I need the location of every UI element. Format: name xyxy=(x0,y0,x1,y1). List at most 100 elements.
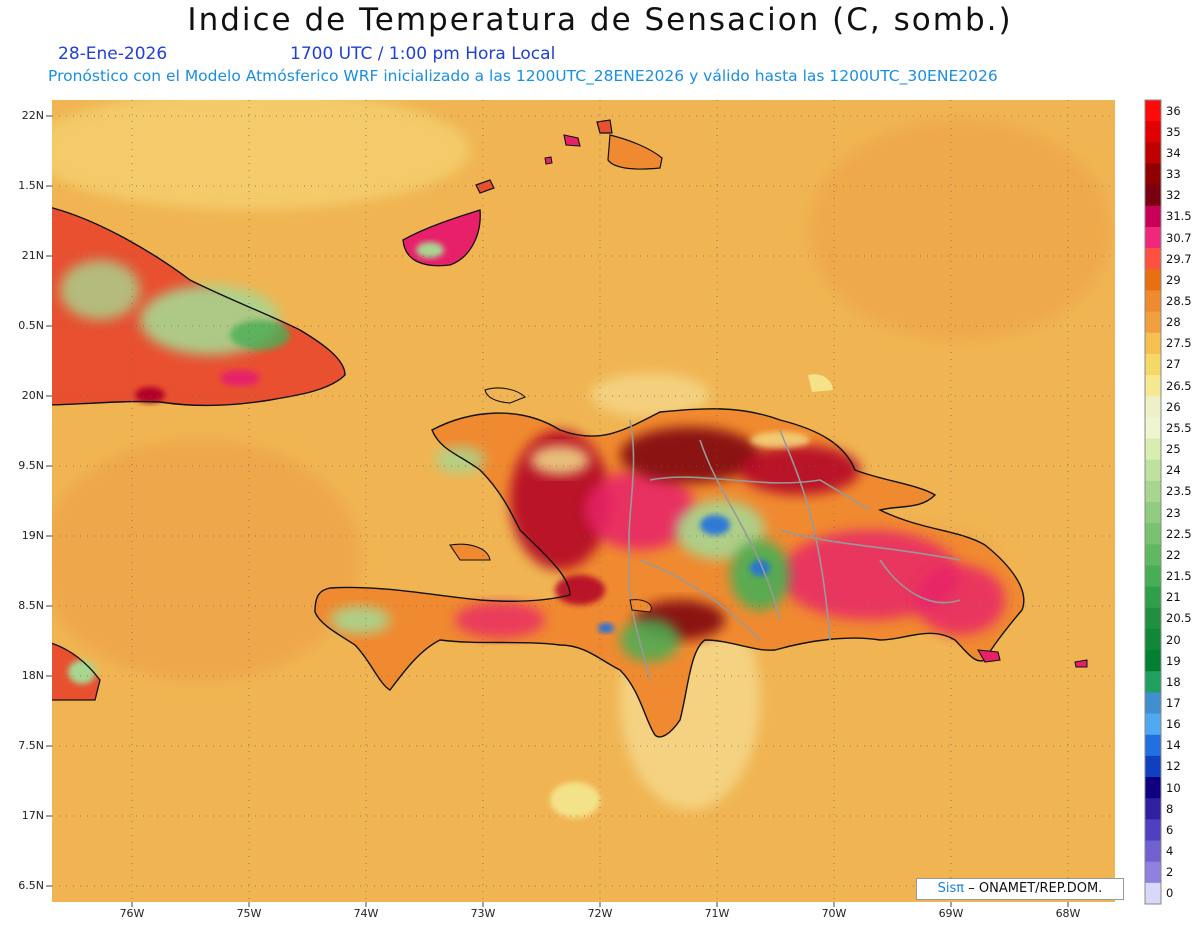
colorbar-label: 20 xyxy=(1166,632,1181,647)
colorbar xyxy=(1144,99,1162,905)
colorbar-label: 33 xyxy=(1166,167,1181,182)
colorbar-swatch xyxy=(1145,226,1161,249)
graticule xyxy=(52,100,1115,902)
credit-box: Sisπ – ONAMET/REP.DOM. xyxy=(916,878,1124,900)
colorbar-swatch xyxy=(1145,713,1161,736)
colorbar-label: 0 xyxy=(1166,886,1174,901)
lon-label: 71W xyxy=(704,907,730,920)
colorbar-swatch xyxy=(1145,628,1161,651)
colorbar-label: 29.7 xyxy=(1166,251,1192,266)
colorbar-swatch xyxy=(1145,332,1161,355)
colorbar-label: 6 xyxy=(1166,822,1174,837)
colorbar-label: 10 xyxy=(1166,780,1181,795)
colorbar-label: 21.5 xyxy=(1166,569,1192,584)
lon-label: 75W xyxy=(236,907,262,920)
colorbar-swatch xyxy=(1145,269,1161,291)
colorbar-swatch xyxy=(1145,121,1161,143)
colorbar-swatch xyxy=(1145,882,1161,905)
forecast-date: 28-Ene-2026 xyxy=(58,44,168,64)
colorbar-swatch xyxy=(1145,734,1161,757)
colorbar-swatch xyxy=(1145,142,1161,164)
colorbar-label: 4 xyxy=(1166,844,1174,859)
lon-label: 74W xyxy=(353,907,379,920)
colorbar-label: 23 xyxy=(1166,505,1181,520)
colorbar-swatch xyxy=(1145,290,1161,313)
colorbar-label: 2 xyxy=(1166,865,1174,880)
colorbar-label: 8 xyxy=(1166,801,1174,816)
colorbar-label: 35 xyxy=(1166,124,1181,139)
colorbar-swatch xyxy=(1145,205,1161,228)
colorbar-swatch xyxy=(1145,248,1161,270)
colorbar-swatch xyxy=(1145,375,1161,397)
colorbar-swatch xyxy=(1145,438,1161,461)
ocean-cool-patch-north-coast xyxy=(590,373,710,417)
colorbar-label: 36 xyxy=(1166,103,1181,118)
lon-label: 73W xyxy=(470,907,496,920)
colorbar-label: 24 xyxy=(1166,463,1181,478)
colorbar-label: 31.5 xyxy=(1166,209,1192,224)
colorbar-swatch xyxy=(1145,396,1161,418)
colorbar-swatch xyxy=(1145,607,1161,630)
lon-label: 68W xyxy=(1055,907,1081,920)
colorbar-frame xyxy=(1144,99,1162,905)
colorbar-swatch xyxy=(1145,523,1161,545)
lat-label: 6.5N xyxy=(18,879,44,892)
colorbar-label: 25 xyxy=(1166,442,1181,457)
ocean-cool-spot xyxy=(550,782,600,818)
lat-label: 1.5N xyxy=(18,179,44,192)
credit-brand: Sisπ xyxy=(937,881,965,896)
colorbar-swatch xyxy=(1145,755,1161,778)
colorbar-swatch xyxy=(1145,311,1161,334)
colorbar-label: 30.7 xyxy=(1166,230,1192,245)
colorbar-label: 18 xyxy=(1166,674,1181,689)
lat-label: 20N xyxy=(21,389,44,402)
colorbar-swatch xyxy=(1145,671,1161,693)
colorbar-swatch xyxy=(1145,544,1161,566)
colorbar-swatch xyxy=(1145,459,1161,482)
lon-label: 70W xyxy=(821,907,847,920)
lat-label: 0.5N xyxy=(18,319,44,332)
colorbar-swatch xyxy=(1145,840,1161,863)
colorbar-swatch xyxy=(1145,777,1161,799)
lat-label: 18N xyxy=(21,669,44,682)
colorbar-label: 23.5 xyxy=(1166,484,1192,499)
jamaica-landmass xyxy=(52,642,101,701)
colorbar-swatch xyxy=(1145,163,1161,186)
colorbar-label: 32 xyxy=(1166,188,1181,203)
lat-label: 17N xyxy=(21,809,44,822)
lat-label: 7.5N xyxy=(18,739,44,752)
hispaniola-landmass xyxy=(314,408,1088,738)
colorbar-swatch xyxy=(1145,861,1161,884)
colorbar-label: 26.5 xyxy=(1166,378,1192,393)
colorbar-label: 20.5 xyxy=(1166,611,1192,626)
lat-label: 19N xyxy=(21,529,44,542)
colorbar-label: 22.5 xyxy=(1166,526,1192,541)
colorbar-label: 27 xyxy=(1166,357,1181,372)
colorbar-swatch xyxy=(1145,100,1161,122)
lon-label: 76W xyxy=(119,907,145,920)
lat-label: 8.5N xyxy=(18,599,44,612)
colorbar-swatch xyxy=(1145,480,1161,503)
colorbar-swatch xyxy=(1145,565,1161,588)
colorbar-label: 17 xyxy=(1166,696,1181,710)
colorbar-swatch xyxy=(1145,819,1161,842)
colorbar-swatch xyxy=(1145,798,1161,820)
colorbar-label: 16 xyxy=(1166,717,1181,732)
colorbar-label: 28.5 xyxy=(1166,294,1192,308)
lon-label: 72W xyxy=(587,907,613,920)
ocean-warm-patch-northeast xyxy=(810,120,1110,340)
ocean-warm-patch-west xyxy=(52,440,360,680)
colorbar-label: 22 xyxy=(1166,547,1181,562)
colorbar-label: 27.5 xyxy=(1166,336,1192,351)
forecast-info: Pronóstico con el Modelo Atmósferico WRF… xyxy=(48,67,998,85)
colorbar-label: 28 xyxy=(1166,315,1181,330)
axis-ticks xyxy=(46,115,1069,907)
colorbar-label: 25.5 xyxy=(1166,420,1192,435)
colorbar-swatch xyxy=(1145,586,1161,609)
lat-label: 22N xyxy=(21,109,44,122)
cuba-landmass xyxy=(52,207,346,407)
colorbar-label: 19 xyxy=(1166,653,1181,668)
colorbar-label: 26 xyxy=(1166,399,1181,414)
forecast-time: 1700 UTC / 1:00 pm Hora Local xyxy=(290,44,556,64)
